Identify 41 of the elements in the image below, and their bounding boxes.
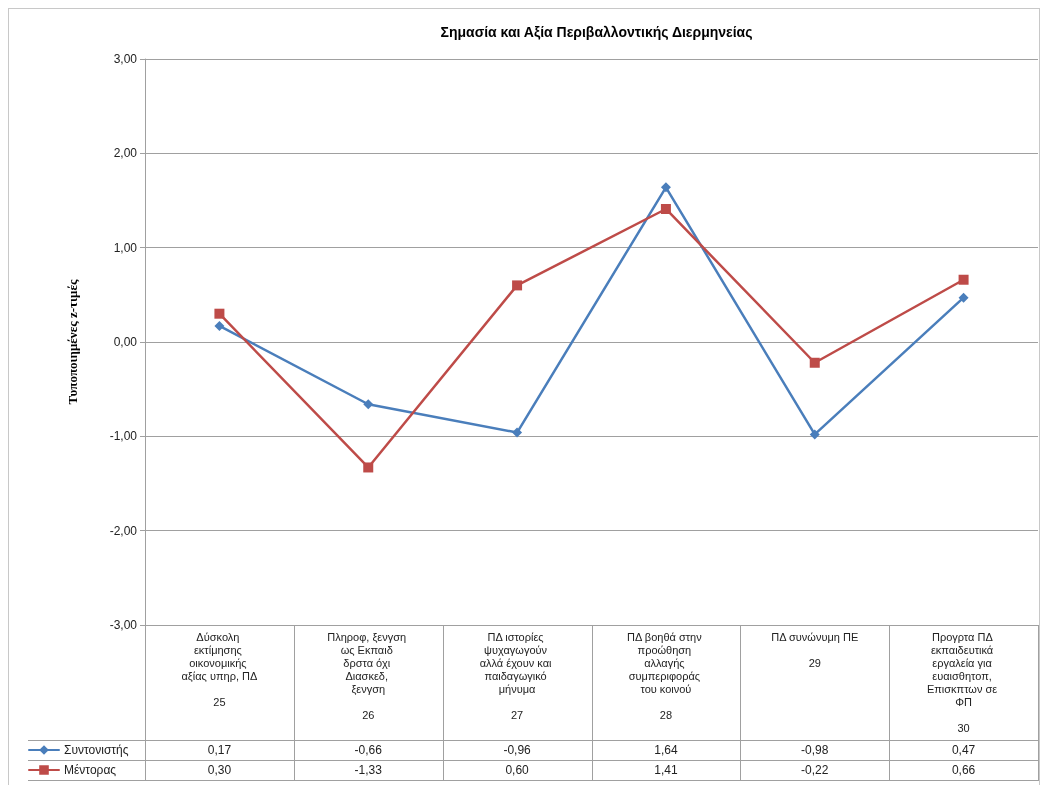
y-tick-label: 0,00 [113,335,138,349]
data-label: 1,41 [653,762,679,779]
y-axis-title: Τυποποιημένες z-τιμές [65,279,80,405]
data-label: 0,60 [504,762,530,779]
legend-label: Μέντορας [64,763,117,777]
point [363,399,374,410]
y-tick-label: 3,00 [113,52,138,66]
point [809,357,820,368]
point [660,203,671,214]
data-label: 0,47 [950,742,977,759]
category-label: Δύσκολη εκτίμησης οικονομικής αξίας υπηρ, ΠΔ 25 [181,630,258,708]
point [809,429,820,440]
category-label: ΠΔ συνώνυμη ΠΕ 29 [771,630,859,669]
point [214,308,225,319]
data-label: -0,22 [800,762,830,779]
category-label: ΠΔ βοηθά στην προώθηση αλλαγής συμπεριφοράς του κοινού 28 [627,630,702,721]
point [214,320,225,331]
y-tick-label: 1,00 [113,240,138,255]
point [512,427,523,438]
category-label: Προγρτα ΠΔ εκπαιδευτικά εργαλεία για ευαισθητοπ, Επισκπτων σε ΦΠ 30 [926,630,998,734]
y-tick-label: 2,00 [113,146,138,161]
point [512,280,523,291]
y-tick-label: -1,00 [109,429,138,444]
data-label: 0,66 [950,762,977,779]
data-label: -0,98 [800,742,830,759]
category-label: Πληροφ, ξενγση ως Εκπαιδ δρστα όχι Διασκεδ, ξενγση 26 [327,630,407,721]
y-tick-label: -3,00 [109,618,138,632]
data-label: -0,66 [353,742,383,759]
category-label: ΠΔ ιστορίες ψυχαγωγούν αλλά έχουν και παιδαγωγικό μήνυμα 27 [479,630,552,721]
data-label: 0,17 [206,742,233,759]
point [363,462,374,473]
point [958,292,969,303]
data-label: -0,96 [502,742,532,759]
y-tick-label: -2,00 [109,523,138,538]
chart-title: Σημασία και Αξία Περιβαλλοντικής Διερμηνείας [440,24,753,40]
data-label: 0,30 [206,762,233,779]
data-label: -1,33 [353,762,383,779]
data-label: 1,64 [653,742,679,759]
point [660,182,671,193]
legend-label: Συντονιστής [64,743,129,757]
point [958,274,969,285]
